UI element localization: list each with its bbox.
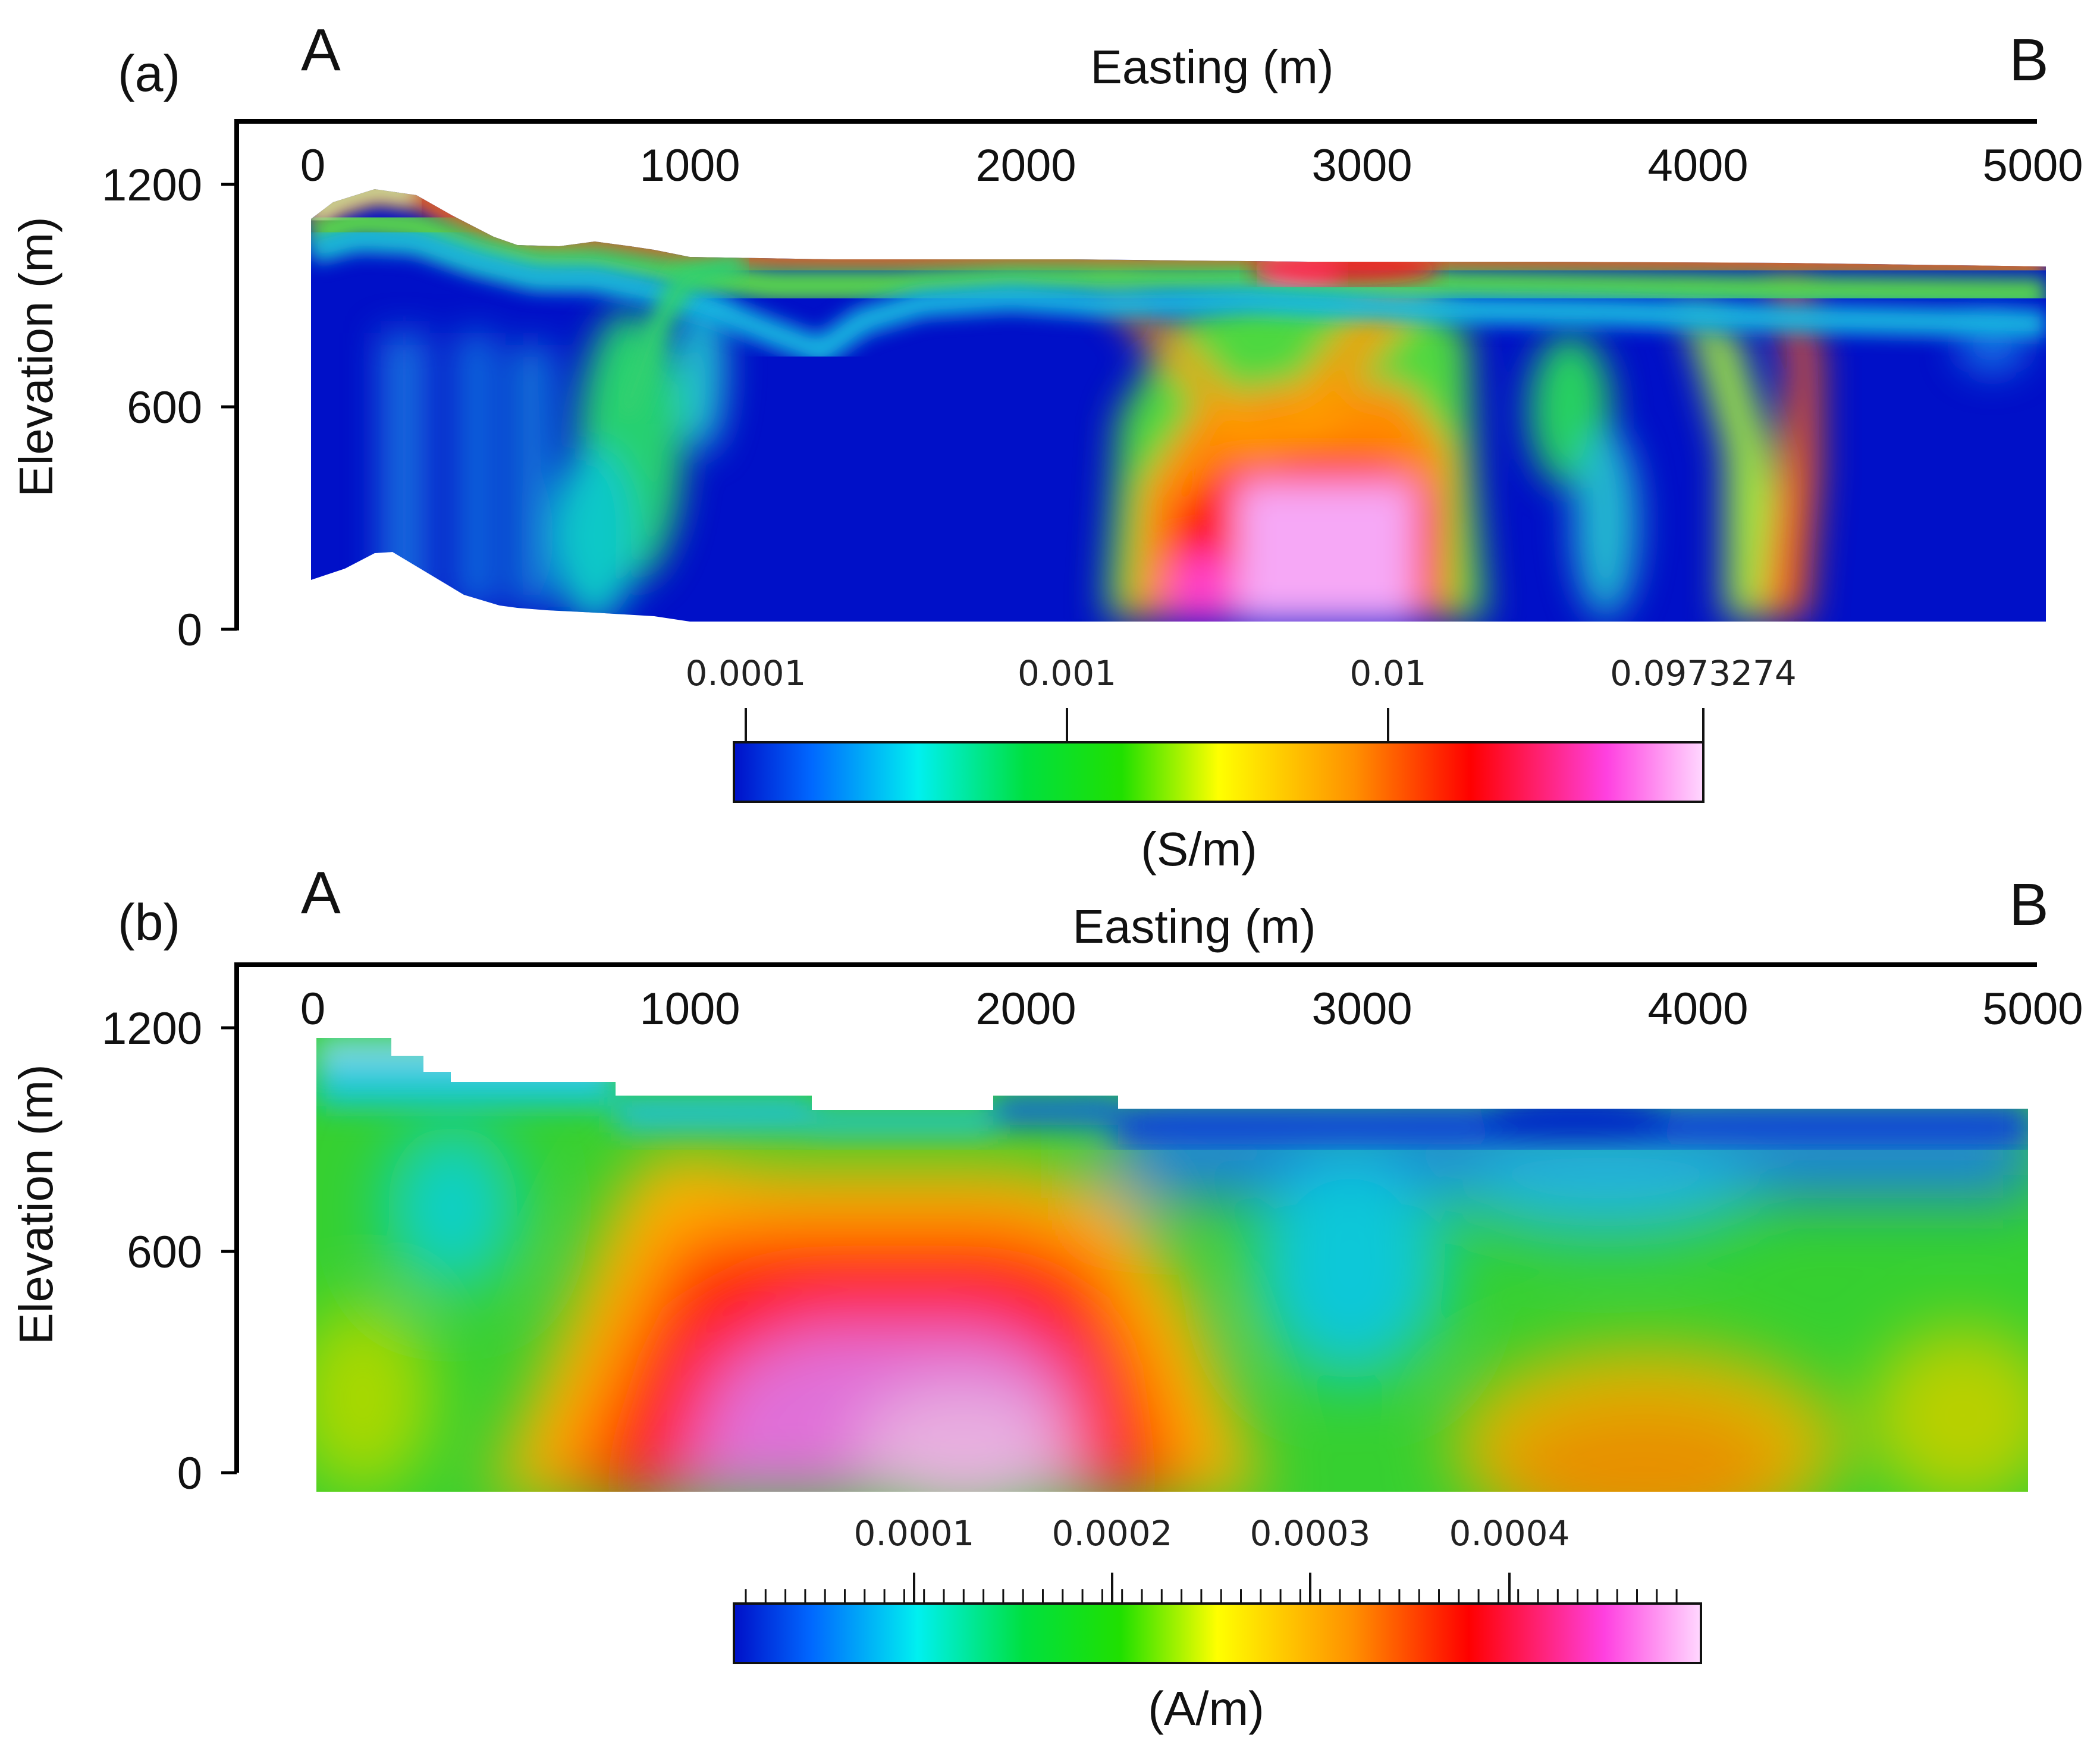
panel-b-y-tick-labels: 1200 600 0	[102, 1003, 202, 1499]
x-tick-label: 1000	[639, 984, 740, 1034]
panel-a-axes	[221, 119, 2037, 631]
colorbar-tick-label: 0.0001	[686, 653, 806, 694]
y-tick-label: 600	[127, 1227, 202, 1278]
panel-b-y-axis-title: Elevation (m)	[10, 1064, 62, 1344]
colorbar-ticks	[913, 1573, 1511, 1604]
colorbar-tick-label: 0.0973274	[1610, 653, 1797, 694]
panel-b-end-label: B	[2009, 871, 2049, 938]
panel-a-colorbar: 0.0001 0.001 0.01 0.0973274 (S/m)	[686, 653, 1797, 876]
x-tick-label: 0	[300, 984, 325, 1034]
x-tick-label: 1000	[639, 140, 740, 191]
y-tick-label: 0	[177, 605, 202, 655]
colorbar-unit: (A/m)	[1148, 1682, 1264, 1735]
magnetization-section	[316, 1038, 2028, 1492]
panel-a-conductivity: (a) A B Easting (m)	[10, 17, 2083, 876]
y-tick-label: 1200	[102, 1003, 202, 1054]
x-tick-label: 5000	[1982, 140, 2083, 191]
panel-b-magnetization: (b) A B Easting (m)	[10, 859, 2083, 1735]
colorbar-gradient	[733, 1602, 1702, 1664]
y-tick-label: 0	[177, 1448, 202, 1499]
panel-b-x-tick-labels: 0 1000 2000 3000 4000 5000	[300, 984, 2083, 1034]
panel-a-end-label: B	[2009, 27, 2049, 93]
x-tick-label: 2000	[975, 140, 1076, 191]
colorbar-ticks	[745, 708, 1705, 742]
x-tick-label: 2000	[975, 984, 1076, 1034]
x-tick-label: 3000	[1311, 140, 1412, 191]
panel-b-axes	[221, 962, 2037, 1474]
colorbar-tick-label: 0.0002	[1052, 1513, 1173, 1554]
panel-a-x-tick-labels: 0 1000 2000 3000 4000 5000	[300, 140, 2083, 191]
panel-b-label: (b)	[118, 894, 180, 951]
colorbar-tick-label: 0.01	[1349, 653, 1426, 694]
colorbar-minor-ticks	[745, 1589, 1678, 1604]
panel-a-x-axis-title: Easting (m)	[1091, 40, 1334, 93]
x-tick-label: 3000	[1311, 984, 1412, 1034]
panel-a-y-tick-labels: 1200 600 0	[102, 160, 202, 655]
colorbar-gradient	[733, 741, 1705, 803]
colorbar-tick-label: 0.0001	[854, 1513, 975, 1554]
colorbar-tick-label: 0.0003	[1250, 1513, 1371, 1554]
panel-a-label: (a)	[118, 45, 180, 102]
y-tick-label: 600	[127, 382, 202, 433]
panel-b-start-label: A	[301, 859, 341, 926]
conductivity-section	[311, 189, 2046, 622]
panel-a-y-axis-title: Elevation (m)	[10, 217, 62, 497]
y-tick-label: 1200	[102, 160, 202, 211]
panel-b-x-axis-title: Easting (m)	[1073, 900, 1316, 953]
colorbar-tick-label: 0.0004	[1449, 1513, 1570, 1554]
colorbar-unit: (S/m)	[1141, 823, 1257, 876]
x-tick-label: 4000	[1647, 140, 1748, 191]
panel-a-start-label: A	[301, 17, 341, 83]
x-tick-label: 0	[300, 140, 325, 191]
colorbar-tick-label: 0.001	[1018, 653, 1116, 694]
panel-b-colorbar: 0.0001 0.0002 0.0003 0.0004 (A/m)	[733, 1513, 1702, 1735]
x-tick-label: 4000	[1647, 984, 1748, 1034]
x-tick-label: 5000	[1982, 984, 2083, 1034]
